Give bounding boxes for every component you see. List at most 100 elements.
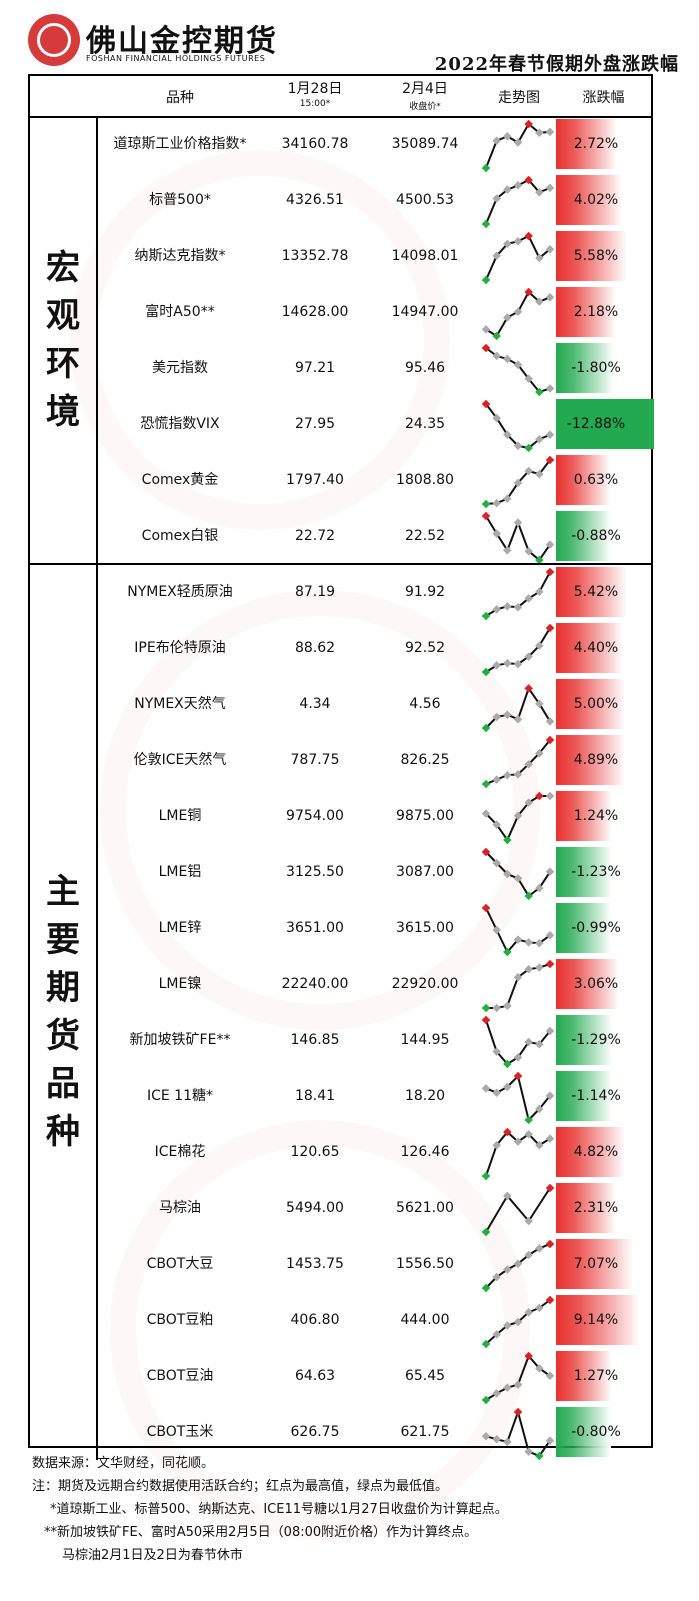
price-feb4: 3087.00 [396, 864, 454, 880]
sparkline-point [524, 1447, 533, 1456]
sparkline-max-point [524, 684, 533, 693]
price-jan28: 97.21 [294, 360, 336, 376]
sparkline-svg [481, 343, 555, 397]
loss-bar [556, 1407, 611, 1457]
sparkline-max-point [481, 511, 491, 521]
change-cell: 4.89% [556, 732, 651, 788]
change-cell: 4.82% [556, 1124, 651, 1180]
trend-sparkline [481, 620, 556, 677]
change-value: 4.02% [573, 192, 619, 208]
change-cell: 2.31% [556, 1180, 651, 1236]
col-date2-sub: 收盘价* [409, 102, 441, 112]
price-feb4: 24.35 [404, 416, 446, 432]
sparkline-min-point [481, 779, 491, 789]
sparkline-point [503, 710, 512, 720]
instrument-name: CBOT豆油 [146, 1368, 214, 1384]
sparkline-min-point [535, 387, 544, 397]
price-feb4: 18.20 [404, 1088, 446, 1104]
sparkline-point [503, 1437, 512, 1447]
sparkline-svg [481, 847, 555, 901]
col-date2-label: 2月4日 [402, 81, 448, 97]
loss-bar [556, 399, 654, 449]
change-cell: -1.23% [556, 844, 651, 900]
sparkline-point [524, 652, 533, 661]
change-value: 0.63% [573, 472, 619, 488]
table-row: Comex黄金 1797.40 1808.80 0.63% [100, 452, 651, 509]
gain-bar [556, 287, 616, 337]
sparkline-svg [481, 567, 555, 621]
instrument-name: CBOT玉米 [146, 1424, 214, 1440]
table-row: 马棕油 5494.00 5621.00 2.31% [100, 1180, 651, 1237]
table-row: 纳斯达克指数* 13352.78 14098.01 5.58% [100, 228, 651, 285]
sparkline-point [513, 714, 523, 724]
sparkline-min-point [481, 1227, 491, 1237]
col-date1-header: 1月28日 15:00* [260, 78, 370, 109]
price-feb4: 5621.00 [396, 1200, 454, 1216]
sparkline-max-point [524, 287, 533, 297]
instrument-name: ICE 11糖* [146, 1088, 213, 1104]
change-value: -0.80% [571, 1424, 621, 1440]
change-cell: -1.29% [556, 1012, 651, 1068]
sparkline-svg [481, 623, 555, 677]
section-label-column: 宏 观 环 境 [30, 116, 98, 564]
change-value: 7.07% [573, 1256, 619, 1272]
price-jan28: 34160.78 [281, 136, 349, 152]
instrument-name: ICE棉花 [154, 1144, 206, 1160]
trend-sparkline [481, 1404, 556, 1461]
change-cell: 0.63% [556, 452, 651, 508]
sparkline-point [503, 770, 512, 780]
sparkline-svg [481, 684, 555, 733]
sparkline-point [524, 938, 533, 947]
price-feb4: 22920.00 [391, 976, 459, 992]
instrument-name: LME铜 [158, 808, 202, 824]
sparkline-point [503, 1191, 512, 1201]
sparkline-point [524, 594, 533, 603]
gain-bar [556, 455, 611, 505]
price-jan28: 4326.51 [286, 192, 344, 208]
loss-bar [556, 1015, 613, 1065]
sparkline-point [535, 1303, 544, 1313]
change-value: 3.06% [573, 976, 619, 992]
price-jan28: 22240.00 [281, 976, 349, 992]
sparkline-svg [481, 1295, 555, 1349]
change-value: -0.88% [571, 528, 621, 544]
gain-bar [556, 231, 628, 281]
table-row: CBOT玉米 626.75 621.75 -0.80% [100, 1404, 651, 1461]
gain-bar [556, 623, 624, 673]
sparkline-min-point [481, 219, 491, 229]
table-row: LME锌 3651.00 3615.00 -0.99% [100, 900, 651, 957]
footnotes: 数据来源：文华财经，同花顺。 注：期货及远期合约数据使用活跃合约；红点为最高值，… [32, 1452, 508, 1567]
change-cell: 1.24% [556, 788, 651, 844]
trend-sparkline [481, 844, 556, 901]
sparkline-point [503, 658, 512, 668]
trend-sparkline [481, 1348, 556, 1405]
change-cell: -0.99% [556, 900, 651, 956]
sparkline-svg [481, 791, 555, 845]
sparkline-max-point [481, 1015, 491, 1025]
trend-sparkline [481, 1124, 556, 1181]
sparkline-point [545, 127, 555, 137]
sparkline-svg [481, 1407, 555, 1461]
sparkline-point [492, 1047, 501, 1056]
table-row: ICE棉花 120.65 126.46 4.82% [100, 1124, 651, 1181]
price-feb4: 1556.50 [396, 1256, 454, 1272]
gain-bar [556, 175, 622, 225]
change-cell: 9.14% [556, 1292, 651, 1348]
sparkline-point [524, 1129, 533, 1139]
change-value: -1.23% [571, 864, 621, 880]
instrument-name: 恐慌指数VIX [140, 416, 220, 432]
sparkline-svg [481, 1183, 555, 1237]
sparkline-point [535, 188, 544, 197]
sparkline-point [503, 494, 512, 503]
sparkline-svg [481, 399, 555, 453]
gain-bar [556, 1351, 613, 1401]
trend-sparkline [481, 900, 556, 957]
sparkline-min-point [524, 443, 533, 453]
price-feb4: 65.45 [404, 1368, 446, 1384]
sparkline-max-point [545, 959, 555, 969]
price-jan28: 626.75 [290, 1424, 340, 1440]
loss-bar [556, 343, 615, 393]
sparkline-svg [481, 903, 555, 957]
trend-sparkline [481, 116, 556, 173]
change-value: 2.18% [573, 304, 619, 320]
